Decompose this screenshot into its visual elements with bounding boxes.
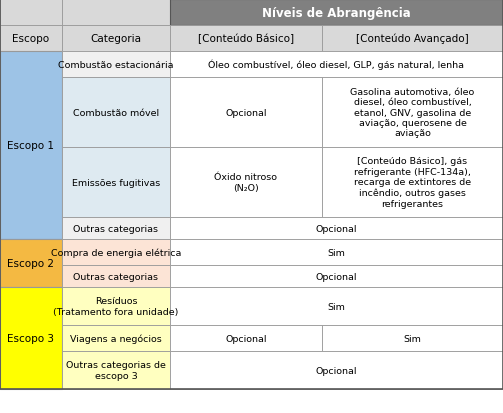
Text: [Conteúdo Básico]: [Conteúdo Básico]	[198, 34, 294, 44]
Text: [Conteúdo Básico], gás
refrigerante (HFC-134a),
recarga de extintores de
incêndi: [Conteúdo Básico], gás refrigerante (HFC…	[354, 157, 471, 208]
Text: Opcional: Opcional	[316, 272, 357, 281]
Bar	[62, 325, 170, 351]
Text: Combustão estacionária: Combustão estacionária	[58, 60, 174, 69]
Bar	[0, 52, 62, 240]
Text: Compra de energia elétrica: Compra de energia elétrica	[51, 248, 181, 257]
Bar	[62, 147, 170, 218]
Bar	[322, 147, 503, 218]
Bar	[170, 52, 503, 78]
Text: Escopo 3: Escopo 3	[8, 333, 54, 343]
Text: Níveis de Abrangência: Níveis de Abrangência	[262, 7, 411, 19]
Bar	[170, 78, 322, 147]
Text: Outras categorias: Outras categorias	[73, 272, 158, 281]
Bar	[170, 287, 503, 325]
Text: Viagens a negócios: Viagens a negócios	[70, 333, 162, 343]
Bar	[170, 218, 503, 240]
Text: Escopo 1: Escopo 1	[8, 141, 54, 151]
Bar	[62, 287, 170, 325]
Bar	[170, 147, 322, 218]
Bar	[62, 26, 170, 52]
Bar	[62, 78, 170, 147]
Bar	[322, 78, 503, 147]
Text: Combustão móvel: Combustão móvel	[73, 108, 159, 117]
Text: [Conteúdo Avançado]: [Conteúdo Avançado]	[356, 34, 469, 44]
Text: Resíduos
(Tratamento fora unidade): Resíduos (Tratamento fora unidade)	[53, 297, 179, 316]
Text: Outras categorias: Outras categorias	[73, 224, 158, 233]
Bar	[170, 266, 503, 287]
Text: Escopo: Escopo	[13, 34, 50, 44]
Bar	[62, 240, 170, 266]
Text: Outras categorias de
escopo 3: Outras categorias de escopo 3	[66, 361, 166, 380]
Text: Óleo combustível, óleo diesel, GLP, gás natural, lenha: Óleo combustível, óleo diesel, GLP, gás …	[209, 59, 464, 70]
Bar	[170, 26, 322, 52]
Text: Sim: Sim	[403, 334, 422, 343]
Bar	[0, 26, 62, 52]
Bar	[62, 351, 170, 389]
Text: Sim: Sim	[327, 302, 346, 311]
Bar	[62, 52, 170, 78]
Text: Opcional: Opcional	[316, 224, 357, 233]
Bar	[322, 26, 503, 52]
Bar	[0, 240, 62, 287]
Text: Escopo 2: Escopo 2	[8, 259, 54, 268]
Text: Opcional: Opcional	[316, 366, 357, 375]
Bar	[0, 0, 62, 26]
Text: Opcional: Opcional	[225, 108, 267, 117]
Bar	[322, 325, 503, 351]
Bar	[62, 266, 170, 287]
Bar	[170, 0, 503, 26]
Text: Emissões fugitivas: Emissões fugitivas	[72, 178, 160, 187]
Bar	[0, 287, 62, 389]
Text: Óxido nitroso
(N₂O): Óxido nitroso (N₂O)	[214, 173, 278, 192]
Bar	[170, 325, 322, 351]
Text: Categoria: Categoria	[91, 34, 141, 44]
Bar	[62, 0, 170, 26]
Text: Opcional: Opcional	[225, 334, 267, 343]
Text: Sim: Sim	[327, 248, 346, 257]
Bar	[170, 240, 503, 266]
Text: Gasolina automotiva, óleo
diesel, óleo combustível,
etanol, GNV, gasolina de
avi: Gasolina automotiva, óleo diesel, óleo c…	[351, 88, 475, 138]
Bar	[62, 218, 170, 240]
Bar	[170, 351, 503, 389]
